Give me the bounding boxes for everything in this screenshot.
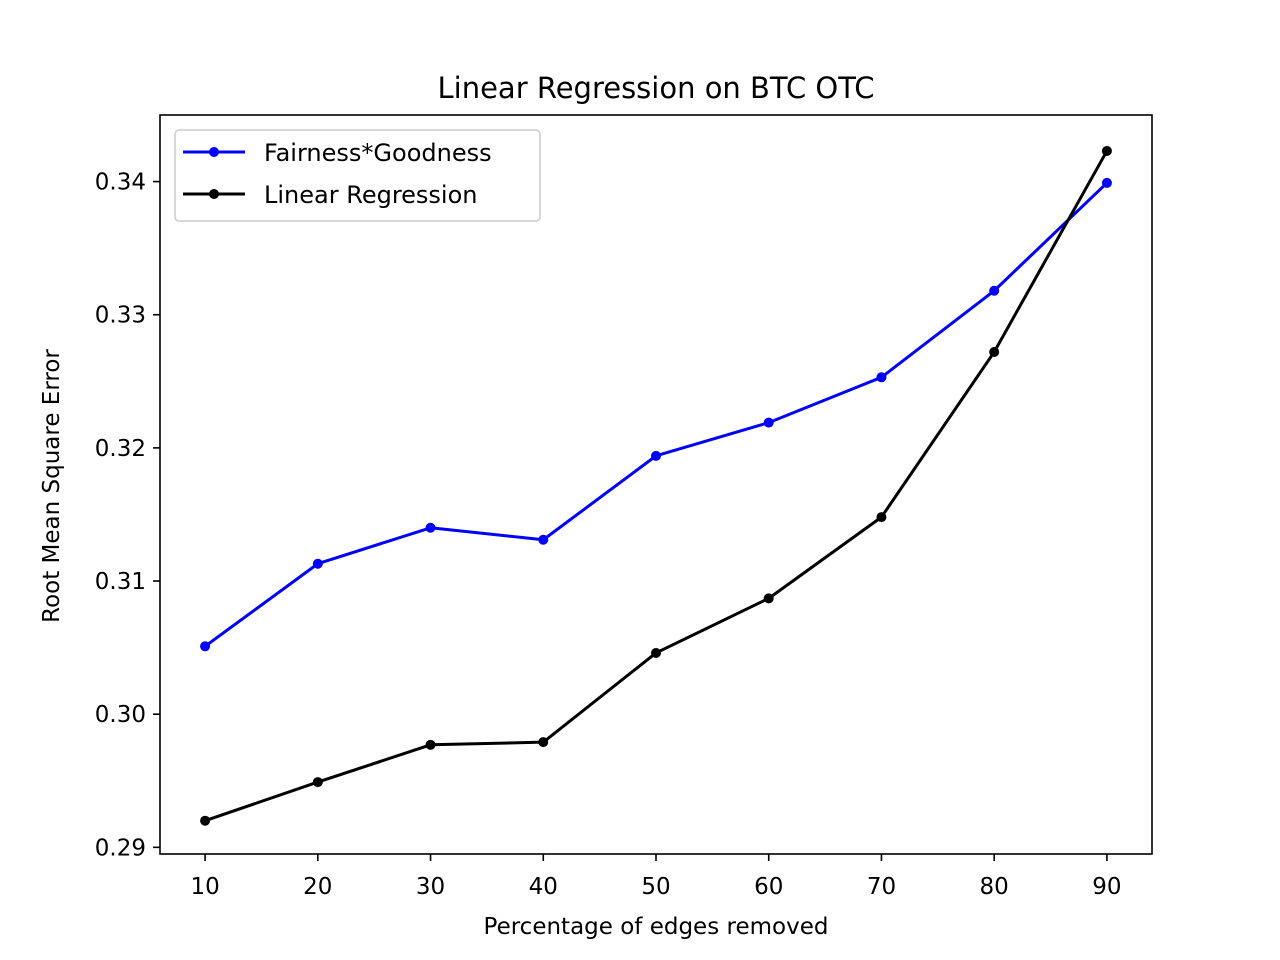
x-axis: 10 20 30 40 50 60 70 80 90 [190, 854, 1122, 900]
x-tick-label: 50 [641, 874, 670, 900]
x-tick-label: 80 [980, 874, 1009, 900]
y-tick-label: 0.30 [95, 702, 146, 728]
x-tick-label: 20 [303, 874, 332, 900]
data-point-linear-regression [425, 739, 436, 750]
data-point-linear-regression [763, 593, 774, 604]
legend-box [174, 129, 541, 222]
x-tick-label: 90 [1092, 874, 1121, 900]
data-point-linear-regression [1101, 145, 1112, 156]
chart-title: Linear Regression on BTC OTC [438, 71, 875, 105]
data-point-linear-regression [200, 815, 211, 826]
data-point-fairness-goodness [651, 450, 661, 461]
data-point-linear-regression [538, 737, 549, 748]
x-tick-label: 60 [754, 874, 783, 900]
legend-label-fairness-goodness: Fairness*Goodness [264, 139, 492, 167]
data-point-fairness-goodness [876, 372, 887, 383]
data-point-fairness-goodness [425, 522, 436, 533]
data-point-linear-regression [876, 512, 887, 523]
y-tick-label: 0.33 [95, 303, 146, 329]
legend-marker-linear-regression [209, 189, 219, 199]
data-point-fairness-goodness [763, 417, 774, 428]
y-tick-label: 0.34 [95, 170, 146, 196]
x-tick-label: 10 [190, 874, 219, 900]
legend: Fairness*Goodness Linear Regression [174, 129, 541, 222]
legend-marker-fairness-goodness [209, 147, 219, 157]
y-tick-label: 0.32 [95, 436, 146, 462]
y-tick-label: 0.29 [95, 835, 146, 861]
data-point-fairness-goodness [1101, 177, 1112, 188]
data-point-fairness-goodness [200, 641, 211, 652]
y-axis-label: Root Mean Square Error [39, 349, 65, 623]
x-tick-label: 70 [867, 874, 896, 900]
data-point-fairness-goodness [312, 558, 323, 569]
data-point-linear-regression [312, 777, 323, 788]
x-tick-label: 40 [529, 874, 558, 900]
x-axis-label: Percentage of edges removed [484, 914, 829, 940]
x-tick-label: 30 [416, 874, 445, 900]
data-point-fairness-goodness [538, 534, 549, 545]
data-point-linear-regression [989, 347, 1000, 358]
plot-area [200, 145, 1112, 826]
data-point-linear-regression [651, 647, 661, 658]
y-axis: 0.29 0.30 0.31 0.32 0.33 0.34 [95, 170, 160, 861]
data-point-fairness-goodness [989, 285, 1000, 296]
legend-label-linear-regression: Linear Regression [264, 181, 478, 209]
y-tick-label: 0.31 [95, 569, 146, 595]
